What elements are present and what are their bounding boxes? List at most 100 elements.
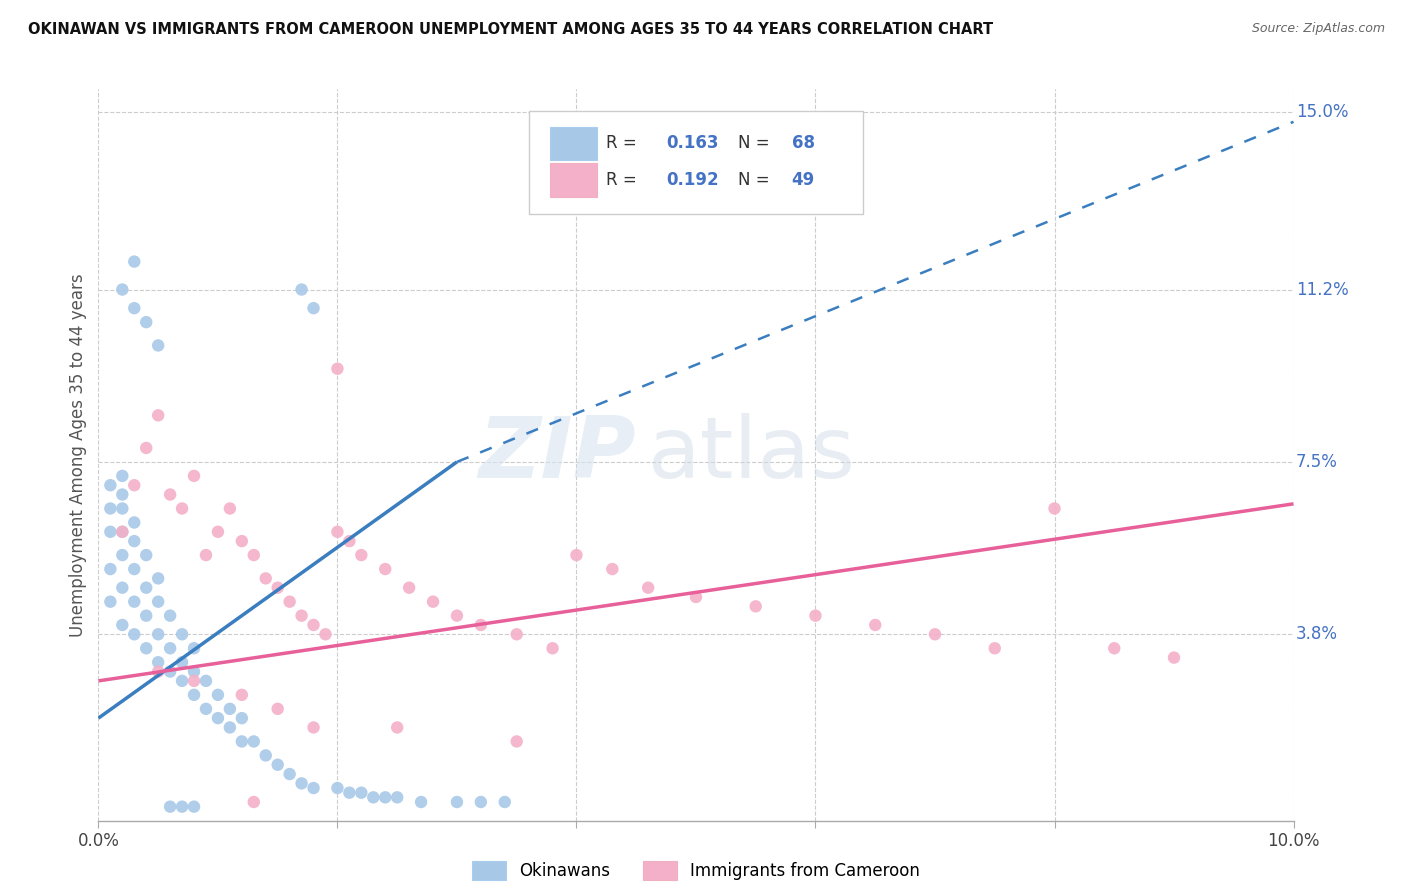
- Point: [124, 478, 146, 492]
- Point: [98, 501, 122, 516]
- Point: [98, 562, 122, 576]
- Text: 15.0%: 15.0%: [1296, 103, 1348, 121]
- Point: [172, 655, 194, 669]
- Point: [159, 799, 181, 814]
- Point: [124, 534, 146, 549]
- Point: [983, 641, 1005, 656]
- Point: [111, 524, 134, 539]
- FancyBboxPatch shape: [550, 163, 596, 197]
- Point: [267, 757, 290, 772]
- Point: [1043, 501, 1066, 516]
- Point: [111, 581, 134, 595]
- Point: [183, 469, 205, 483]
- Point: [422, 595, 444, 609]
- Point: [494, 795, 516, 809]
- Point: [541, 641, 564, 656]
- Point: [254, 748, 277, 763]
- Text: OKINAWAN VS IMMIGRANTS FROM CAMEROON UNEMPLOYMENT AMONG AGES 35 TO 44 YEARS CORR: OKINAWAN VS IMMIGRANTS FROM CAMEROON UNE…: [28, 22, 993, 37]
- Point: [172, 627, 194, 641]
- Point: [111, 283, 134, 297]
- Point: [124, 254, 146, 268]
- Point: [135, 641, 157, 656]
- Point: [350, 548, 373, 562]
- Point: [159, 608, 181, 623]
- Text: N =: N =: [738, 171, 775, 189]
- Text: N =: N =: [738, 135, 775, 153]
- Point: [183, 641, 205, 656]
- Text: ZIP: ZIP: [478, 413, 636, 497]
- Point: [865, 618, 887, 632]
- Point: [98, 478, 122, 492]
- Point: [302, 721, 325, 735]
- Point: [685, 590, 707, 604]
- Point: [637, 581, 659, 595]
- Point: [124, 562, 146, 576]
- Point: [302, 780, 325, 795]
- Point: [135, 608, 157, 623]
- Point: [148, 571, 170, 585]
- Point: [254, 571, 277, 585]
- Point: [243, 548, 266, 562]
- Point: [111, 487, 134, 501]
- Point: [243, 795, 266, 809]
- Text: 68: 68: [792, 135, 814, 153]
- Point: [111, 618, 134, 632]
- FancyBboxPatch shape: [550, 127, 596, 161]
- Text: 3.8%: 3.8%: [1296, 625, 1339, 643]
- Point: [111, 524, 134, 539]
- Point: [446, 608, 468, 623]
- Point: [267, 581, 290, 595]
- Point: [159, 665, 181, 679]
- Point: [98, 524, 122, 539]
- Point: [290, 283, 312, 297]
- Point: [183, 673, 205, 688]
- Point: [446, 795, 468, 809]
- Point: [183, 799, 205, 814]
- Point: [231, 688, 253, 702]
- Point: [565, 548, 588, 562]
- Point: [470, 795, 492, 809]
- Point: [1104, 641, 1126, 656]
- Point: [135, 315, 157, 329]
- Text: Source: ZipAtlas.com: Source: ZipAtlas.com: [1251, 22, 1385, 36]
- Point: [243, 734, 266, 748]
- Point: [148, 627, 170, 641]
- Point: [385, 790, 409, 805]
- Point: [148, 655, 170, 669]
- Point: [470, 618, 492, 632]
- Point: [506, 734, 529, 748]
- Point: [124, 627, 146, 641]
- Point: [290, 608, 312, 623]
- Text: R =: R =: [606, 171, 643, 189]
- Point: [172, 501, 194, 516]
- Point: [231, 534, 253, 549]
- Point: [183, 665, 205, 679]
- Legend: Okinawans, Immigrants from Cameroon: Okinawans, Immigrants from Cameroon: [465, 854, 927, 887]
- Point: [302, 301, 325, 315]
- Point: [326, 524, 349, 539]
- Point: [135, 441, 157, 455]
- Text: 0.163: 0.163: [666, 135, 718, 153]
- Point: [194, 702, 218, 716]
- Point: [207, 688, 229, 702]
- Text: 0.192: 0.192: [666, 171, 718, 189]
- Point: [135, 548, 157, 562]
- Point: [374, 790, 396, 805]
- Y-axis label: Unemployment Among Ages 35 to 44 years: Unemployment Among Ages 35 to 44 years: [69, 273, 87, 637]
- Point: [194, 548, 218, 562]
- Point: [219, 702, 242, 716]
- Point: [124, 595, 146, 609]
- Point: [219, 501, 242, 516]
- Text: 49: 49: [792, 171, 815, 189]
- Point: [183, 688, 205, 702]
- Point: [278, 595, 301, 609]
- Point: [148, 338, 170, 352]
- Point: [374, 562, 396, 576]
- Point: [315, 627, 337, 641]
- Point: [398, 581, 420, 595]
- Point: [172, 799, 194, 814]
- Point: [159, 641, 181, 656]
- Point: [326, 361, 349, 376]
- Point: [290, 776, 312, 790]
- Point: [363, 790, 385, 805]
